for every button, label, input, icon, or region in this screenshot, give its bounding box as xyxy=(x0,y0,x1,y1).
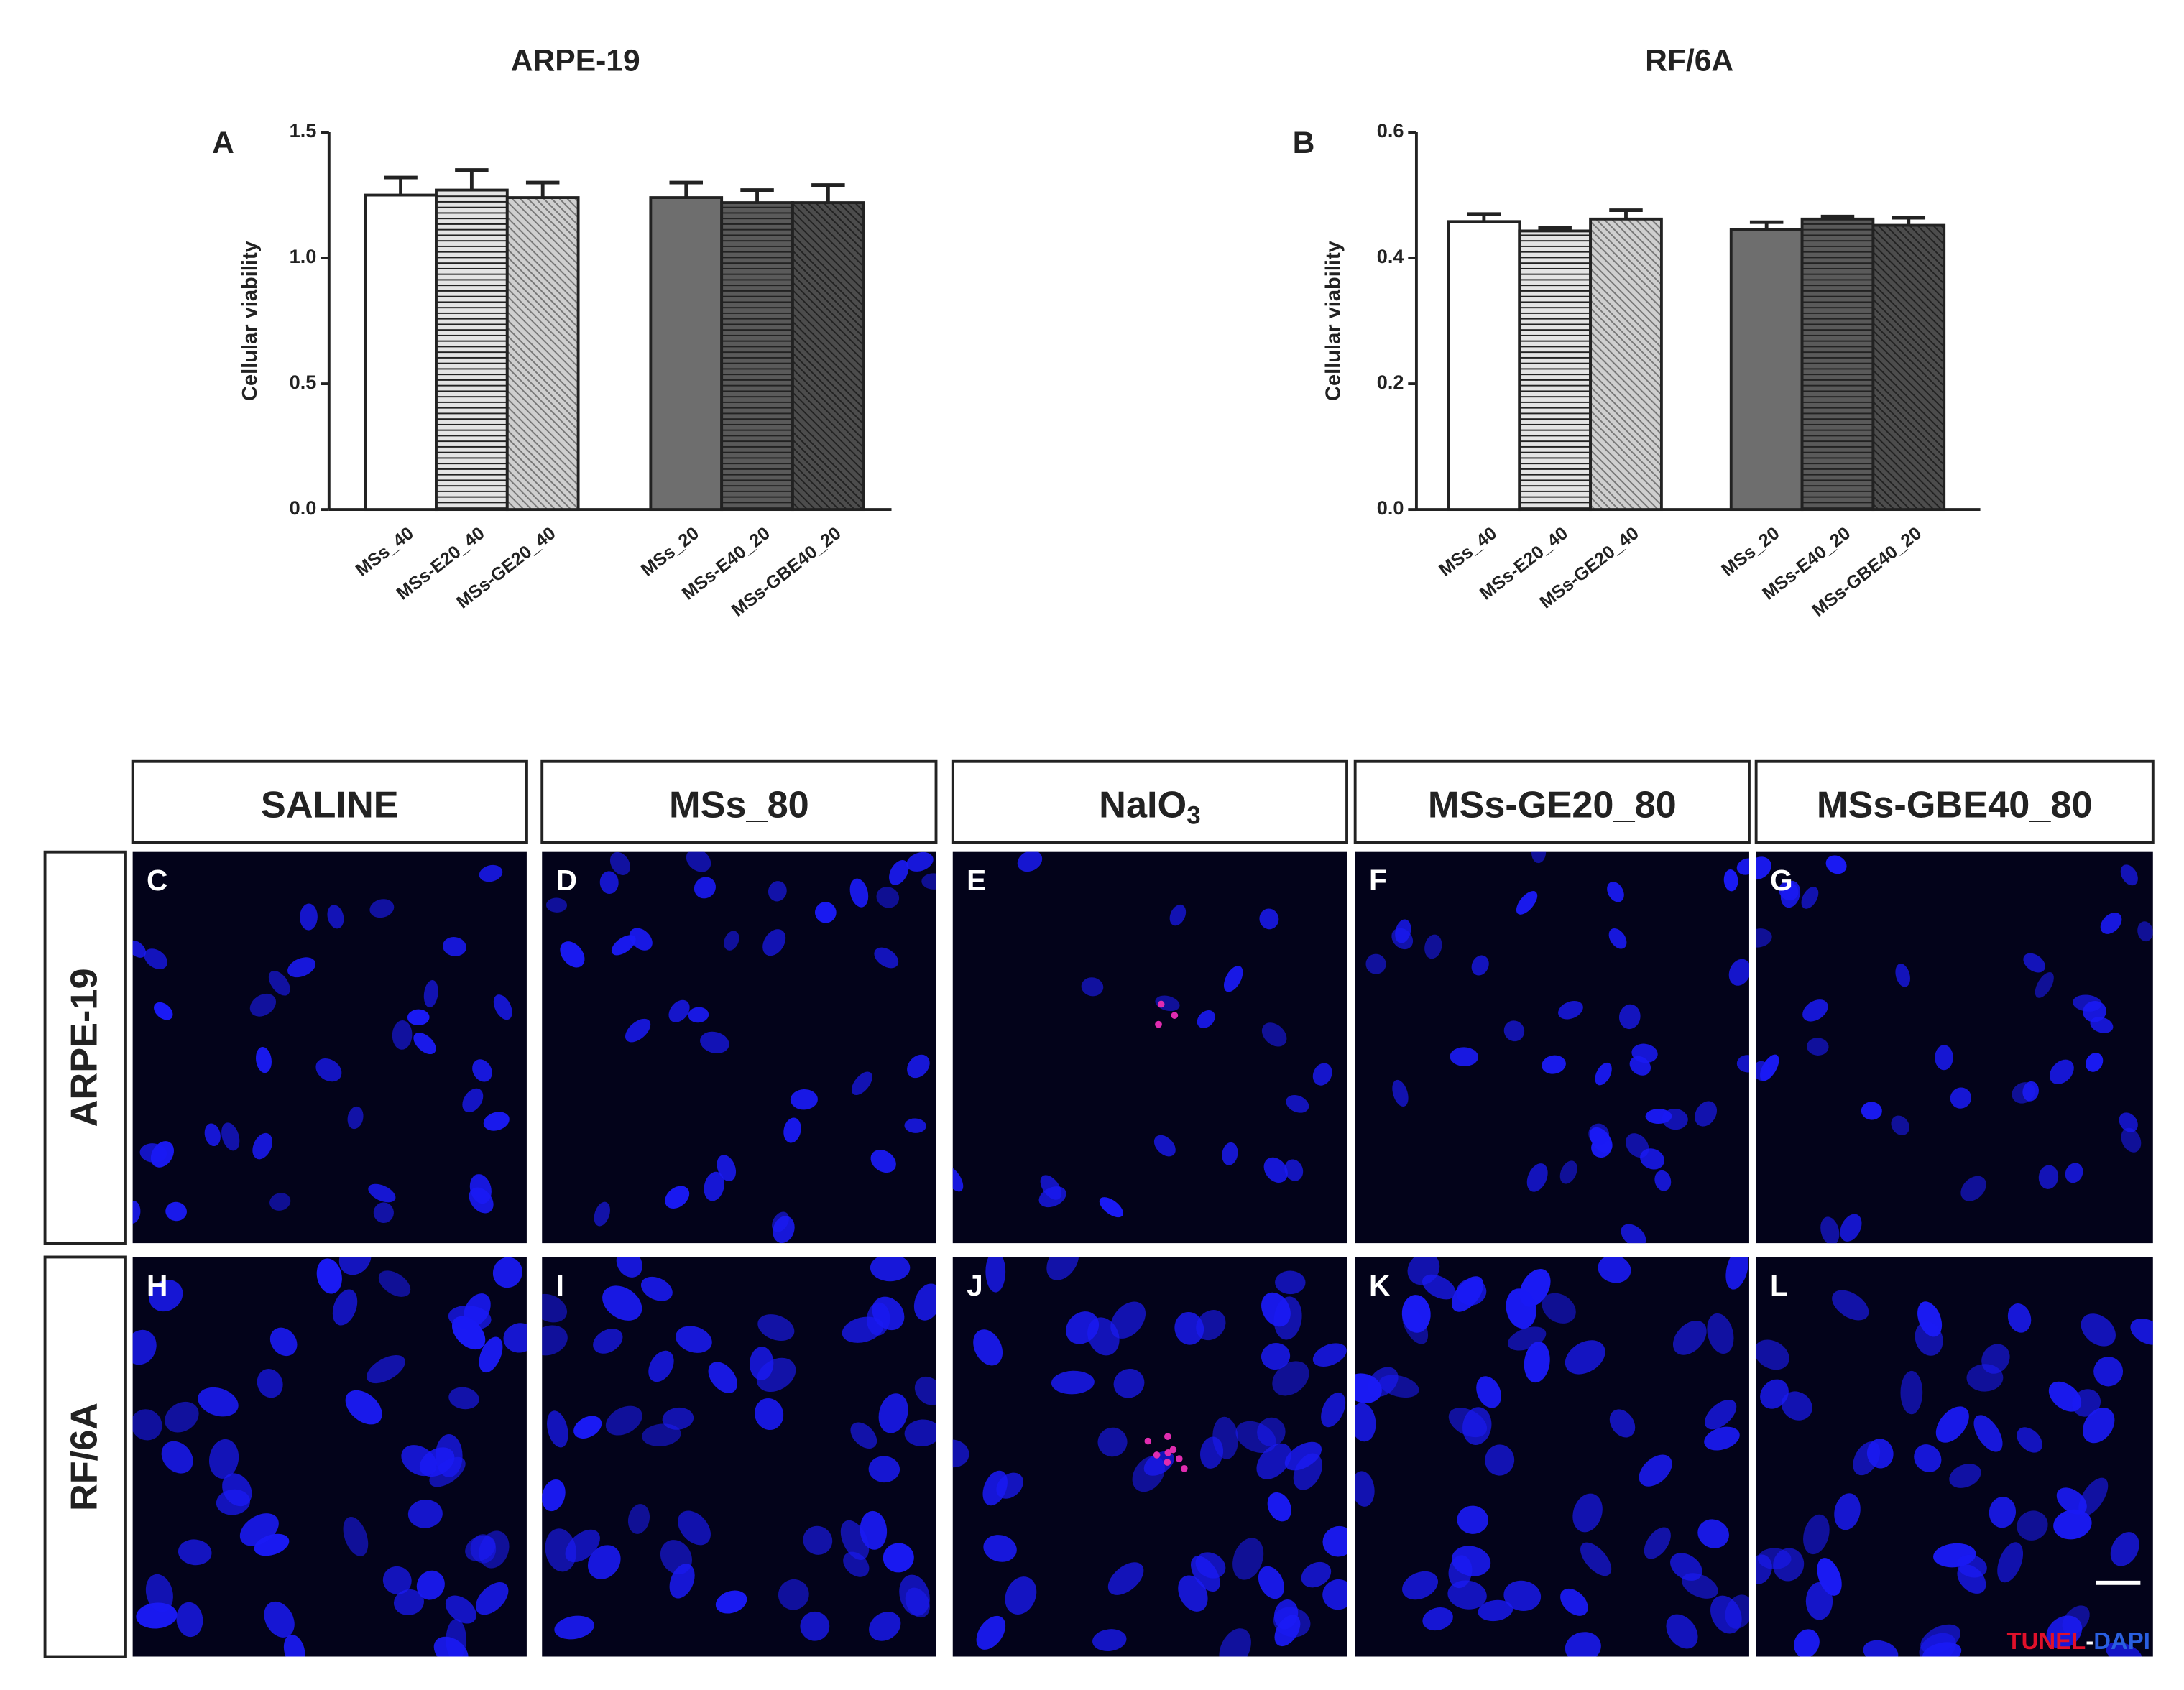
row-label-box xyxy=(43,850,127,1245)
error-bar xyxy=(1749,220,1784,230)
error-bar xyxy=(1892,216,1926,226)
bar xyxy=(505,196,580,512)
y-tick-label: 0.0 xyxy=(290,497,317,519)
row-label: ARPE-19 xyxy=(64,968,106,1127)
bar xyxy=(649,196,724,512)
error-bar xyxy=(525,180,560,198)
column-header: NaIO3 xyxy=(1099,785,1200,830)
header-subscript: 3 xyxy=(1187,801,1200,829)
micrograph xyxy=(952,851,1347,1244)
panel-letter: D xyxy=(556,864,577,897)
legend-part: DAPI xyxy=(2093,1627,2150,1654)
bar xyxy=(1729,228,1804,512)
y-axis-label: Cellular viability xyxy=(239,241,262,401)
row-label: RF/6A xyxy=(64,1403,106,1511)
column-header: MSs-GE20_80 xyxy=(1428,785,1677,826)
nuclei xyxy=(952,1257,1347,1657)
column-header-box xyxy=(131,759,528,844)
column-header-box xyxy=(540,759,938,844)
error-bar xyxy=(455,168,489,190)
error-bar xyxy=(669,180,703,198)
column-header-box xyxy=(951,759,1348,844)
panel-letter: F xyxy=(1369,864,1387,897)
nuclei xyxy=(132,864,512,1224)
error-bar xyxy=(740,188,774,203)
column-header: MSs_80 xyxy=(669,785,809,826)
chart-title: RF/6A xyxy=(1645,43,1733,78)
bar xyxy=(1447,220,1521,512)
panel-letter: A xyxy=(212,126,234,160)
panel-letter: H xyxy=(147,1269,167,1302)
y-tick-label: 1.5 xyxy=(290,119,317,142)
panel-letter: B xyxy=(1293,126,1315,160)
panel-letter: K xyxy=(1369,1269,1390,1302)
header-text: NaIO xyxy=(1099,785,1187,826)
nuclei xyxy=(1756,1290,2153,1657)
error-bar xyxy=(1467,212,1501,222)
panel-letter: J xyxy=(967,1269,983,1302)
x-tick-label: MSs_40 xyxy=(352,523,418,581)
legend-part: - xyxy=(2086,1627,2093,1654)
nuclei xyxy=(546,851,936,1244)
micrograph xyxy=(1355,851,1749,1244)
y-tick-label: 0.5 xyxy=(290,371,317,393)
bar xyxy=(1589,217,1663,512)
x-tick-label: MSs_20 xyxy=(1718,523,1783,581)
row-label-box xyxy=(43,1255,127,1658)
column-header-box xyxy=(1353,759,1751,844)
panel-letter: C xyxy=(147,864,167,897)
x-tick-label: MSs_20 xyxy=(637,523,703,581)
bar xyxy=(364,193,438,512)
panel-letter: G xyxy=(1770,864,1793,897)
nuclei xyxy=(1355,1257,1749,1657)
error-bar xyxy=(1609,208,1643,219)
nuclei xyxy=(542,1257,936,1641)
y-tick-label: 0.0 xyxy=(1377,497,1404,519)
column-header: SALINE xyxy=(261,785,399,826)
legend: TUNEL-DAPI xyxy=(2007,1627,2150,1654)
column-header: MSs-GBE40_80 xyxy=(1817,785,2093,826)
panel-letter: E xyxy=(967,864,986,897)
header-text: MSs_80 xyxy=(669,785,809,826)
legend-part: TUNEL xyxy=(2007,1627,2086,1654)
bar xyxy=(1800,217,1875,512)
nuclei xyxy=(132,1257,527,1657)
header-text: MSs-GBE40_80 xyxy=(1817,785,2093,826)
chart-title: ARPE-19 xyxy=(511,43,640,78)
bar xyxy=(720,201,794,512)
error-bar xyxy=(1820,214,1855,219)
column-header-box xyxy=(1754,759,2155,844)
nuclei xyxy=(1365,851,1749,1244)
bar xyxy=(435,188,509,512)
nuclei xyxy=(952,851,1332,1218)
x-tick-label: MSs_40 xyxy=(1435,523,1501,581)
bar xyxy=(1518,229,1593,512)
nuclei xyxy=(1756,855,2153,1244)
y-tick-label: 1.0 xyxy=(290,245,317,267)
y-tick-label: 0.4 xyxy=(1377,245,1404,267)
error-bar xyxy=(1538,226,1572,231)
panel-letter: L xyxy=(1770,1269,1788,1302)
micrograph xyxy=(542,851,936,1244)
header-text: SALINE xyxy=(261,785,399,826)
y-axis-label: Cellular viability xyxy=(1322,241,1345,401)
y-tick-label: 0.6 xyxy=(1377,119,1404,142)
error-bar xyxy=(811,183,845,203)
bar xyxy=(1871,223,1946,512)
y-tick-label: 0.2 xyxy=(1377,371,1404,393)
header-text: MSs-GE20_80 xyxy=(1428,785,1677,826)
error-bar xyxy=(384,175,418,195)
panel-letter: I xyxy=(556,1269,564,1302)
bar xyxy=(791,201,865,512)
